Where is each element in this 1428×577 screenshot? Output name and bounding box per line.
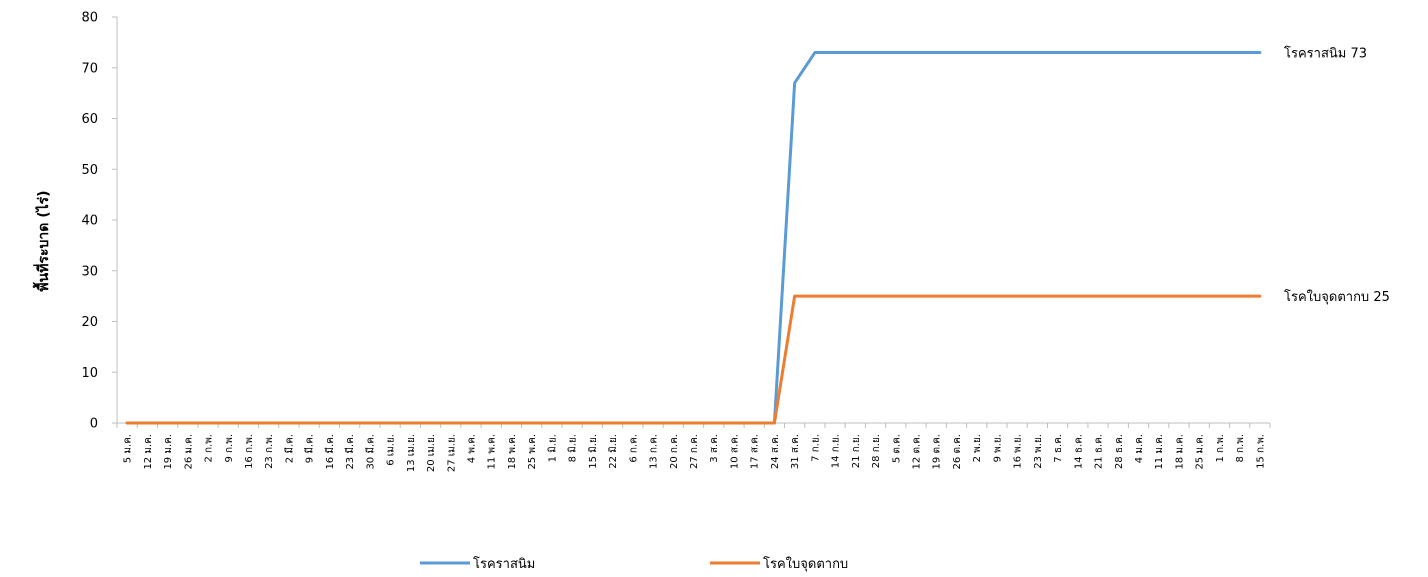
x-tick-label: 18 พ.ค. [507, 434, 518, 470]
x-tick-label: 8 มิ.ย. [568, 434, 579, 462]
x-tick-label: 23 มี.ค. [344, 434, 356, 470]
x-tick-label: 5 ม.ค. [123, 434, 134, 463]
x-tick-label: 16 มี.ค. [324, 434, 336, 470]
x-tick-label: 13 ก.ค. [649, 434, 660, 469]
x-tick-label: 1 มิ.ย. [547, 434, 558, 462]
legend-label-0: โรคราสนิม [473, 556, 535, 572]
x-tick-label: 3 ส.ค. [709, 434, 720, 463]
x-tick-label: 30 มี.ค. [364, 434, 376, 470]
x-tick-label: 14 ก.ย. [831, 434, 842, 468]
x-tick-label: 31 ส.ค. [790, 434, 801, 469]
series-line-1 [125, 294, 1262, 425]
x-tick-label: 1 ก.พ. [1215, 434, 1226, 463]
x-tick-label: 24 ส.ค. [770, 434, 781, 469]
x-tick-label: 8 ก.พ. [1235, 434, 1246, 463]
y-tick-label: 80 [81, 11, 98, 26]
x-tick-label: 28 ธ.ค. [1114, 434, 1125, 469]
x-tick-label: 19 ม.ค. [163, 434, 174, 470]
x-tick-label: 2 ก.พ. [204, 434, 215, 463]
x-tick-label: 28 ก.ย. [871, 434, 882, 468]
y-tick-label: 40 [81, 214, 98, 229]
x-tick-label: 23 ก.พ. [264, 434, 275, 469]
x-tick-label: 17 ส.ค. [750, 434, 761, 469]
x-tick-label: 2 มี.ค. [283, 434, 295, 463]
x-tick-label: 16 ก.พ. [244, 434, 255, 469]
x-tick-label: 22 มิ.ย. [608, 434, 619, 469]
x-tick-label: 5 ต.ค. [891, 434, 902, 463]
y-axis-label: พื้นที่ระบาด (ไร่) [32, 190, 52, 291]
x-tick-label: 13 เม.ย. [406, 434, 417, 472]
y-tick-label: 50 [81, 163, 98, 178]
x-tick-label: 4 พ.ค. [466, 434, 477, 463]
x-tick-label: 15 มิ.ย. [588, 434, 599, 469]
y-tick-label: 30 [81, 264, 98, 279]
x-tick-label: 10 ส.ค. [729, 434, 740, 469]
series-lines [125, 51, 1262, 425]
x-tick-label: 7 ก.ย. [810, 434, 821, 462]
x-tick-label: 9 มี.ค. [304, 434, 316, 463]
x-tick-label: 12 ม.ค. [143, 434, 154, 470]
y-tick-label: 60 [81, 112, 98, 127]
y-tick-label: 70 [81, 61, 98, 76]
x-tick-label: 21 ธ.ค. [1094, 434, 1105, 469]
legend: โรคราสนิม โรคใบจุดตากบ [420, 556, 848, 572]
series-line-0 [125, 51, 1262, 425]
x-tick-label: 23 พ.ย. [1033, 434, 1044, 469]
x-tick-label: 26 ม.ค. [183, 434, 194, 470]
x-tick-label: 26 ต.ค. [952, 434, 963, 469]
x-tick-label: 18 ม.ค. [1174, 434, 1185, 470]
y-axis: 0 10 20 30 40 50 60 70 80 [81, 11, 118, 432]
x-tick-label: 11 พ.ค. [487, 434, 498, 470]
x-tick-label: 6 เม.ย. [386, 434, 397, 466]
x-tick-label: 9 ก.พ. [224, 434, 235, 463]
series-end-labels: โรคราสนิม 73 โรคใบจุดตากบ 25 [1284, 46, 1390, 306]
x-axis: 5 ม.ค. 12 ม.ค. 19 ม.ค. 26 ม.ค. 2 ก.พ. 9 ก.พ. 1… [116, 422, 1271, 472]
series-end-label: โรคใบจุดตากบ 25 [1284, 289, 1390, 305]
x-tick-label: 11 ม.ค. [1154, 434, 1165, 470]
x-tick-label: 4 ม.ค. [1134, 434, 1145, 463]
x-tick-label: 27 เม.ย. [446, 434, 457, 472]
x-tick-label: 14 ธ.ค. [1073, 434, 1084, 469]
x-tick-label: 19 ต.ค. [932, 434, 943, 469]
x-tick-label: 15 ก.พ. [1255, 434, 1266, 469]
series-end-label: โรคราสนิม 73 [1284, 46, 1367, 62]
x-tick-label: 20 ก.ค. [669, 434, 680, 469]
x-tick-label: 2 พ.ย. [972, 434, 983, 462]
x-tick-label: 25 ม.ค. [1195, 434, 1206, 470]
x-tick-label: 25 พ.ค. [527, 434, 538, 470]
y-tick-label: 0 [90, 417, 98, 432]
x-tick-label: 7 ธ.ค. [1053, 434, 1064, 463]
x-tick-label: 6 ก.ค. [628, 434, 639, 463]
x-tick-label: 20 เม.ย. [426, 434, 437, 472]
y-tick-label: 20 [81, 315, 98, 330]
x-tick-label: 21 ก.ย. [851, 434, 862, 468]
x-tick-label: 16 พ.ย. [1013, 434, 1024, 469]
y-tick-label: 10 [81, 366, 98, 381]
x-tick-label: 12 ต.ค. [912, 434, 923, 469]
x-tick-label: 27 ก.ค. [689, 434, 700, 469]
legend-label-1: โรคใบจุดตากบ [763, 556, 848, 572]
x-tick-label: 9 พ.ย. [992, 434, 1003, 462]
